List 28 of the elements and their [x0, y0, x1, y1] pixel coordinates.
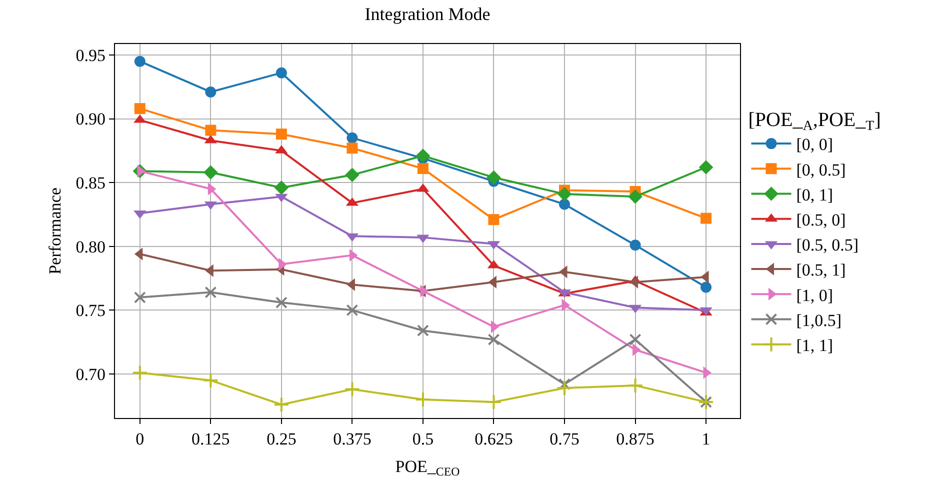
x-tick-label: 0.25: [266, 430, 296, 448]
legend-title: [POE_$_{A}$,POE_$_{T}$]: [748, 109, 881, 134]
x-tick-label: 0.625: [474, 430, 513, 448]
legend-label: [0.5, 1]: [796, 260, 846, 280]
x-tick-label: 0: [136, 430, 144, 448]
legend-label: [0.5, 0]: [796, 210, 846, 230]
x-tick-label: 0.5: [412, 430, 434, 448]
legend-label: [0, 0]: [796, 135, 834, 154]
legend-label: [0.5, 0.5]: [796, 236, 859, 255]
y-tick-label: 0.95: [76, 46, 106, 65]
y-tick-label: 0.70: [76, 364, 106, 384]
x-tick-label: 1: [702, 430, 710, 448]
x-tick-label: 0.125: [192, 430, 230, 448]
legend-label: [1, 0]: [796, 286, 834, 305]
chart-title: Integration Mode: [364, 4, 490, 24]
y-tick-label: 0.90: [76, 110, 106, 129]
legend-label: [0, 1]: [796, 185, 834, 204]
y-tick-label: 0.85: [76, 174, 106, 193]
x-tick-label: 0.875: [616, 430, 654, 448]
y-axis-title: Performance: [45, 188, 64, 274]
x-axis-title: POE_$_{CEO}$: [395, 456, 460, 478]
y-tick-label: 0.75: [76, 301, 106, 320]
x-tick-label: 0.75: [550, 430, 580, 448]
x-tick-label: 0.375: [333, 430, 372, 448]
legend-label: [1,0.5]: [796, 310, 842, 330]
y-tick-label: 0.80: [76, 237, 106, 256]
legend-label: [1, 1]: [796, 336, 834, 355]
legend-label: [0, 0.5]: [796, 160, 846, 180]
